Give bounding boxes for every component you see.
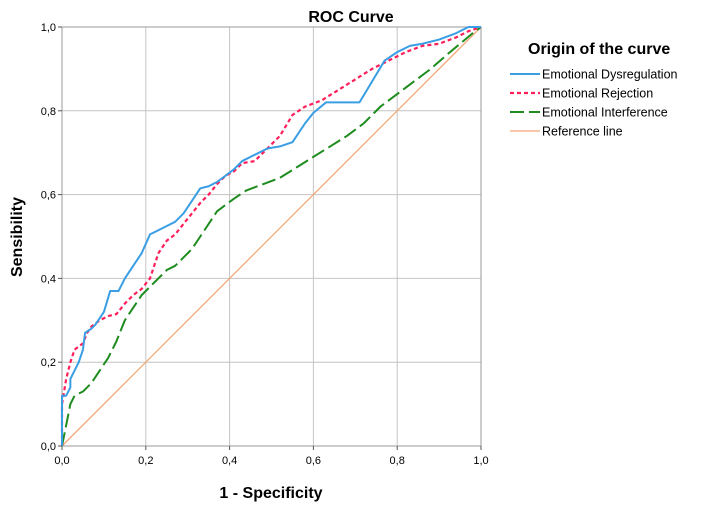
legend-label: Emotional Rejection: [542, 87, 653, 101]
series-line-emotional-rejection: [60, 25, 482, 446]
legend-label: Reference line: [542, 125, 623, 139]
x-tick-label: 0,0: [54, 455, 69, 467]
x-tick-label: 1,0: [473, 455, 488, 467]
y-tick-label: 0,2: [41, 357, 56, 369]
plot-border: [61, 26, 482, 447]
y-tick-label: 0,4: [41, 273, 56, 285]
legend-label: Emotional Dysregulation: [542, 68, 678, 82]
plot-area: [61, 26, 482, 447]
grid: [62, 27, 481, 446]
x-tick-label: 0,8: [390, 455, 405, 467]
legend: Origin of the curve Emotional Dysregulat…: [510, 41, 678, 139]
series-lines: [60, 25, 482, 447]
x-tick-label: 0,4: [222, 455, 237, 467]
y-axis-label: Sensibility: [9, 197, 26, 277]
x-axis-label: 1 - Specificity: [219, 485, 322, 502]
legend-title: Origin of the curve: [528, 41, 670, 58]
series-line-emotional-interference: [61, 26, 482, 447]
x-tick-label: 0,6: [306, 455, 321, 467]
y-tick-label: 0,8: [41, 106, 56, 118]
series-line-emotional-dysregulation: [61, 26, 481, 446]
series-line-reference-line: [61, 26, 482, 447]
chart-title: ROC Curve: [308, 9, 393, 26]
axis-ticks: 0,0 0,2 0,4 0,6 0,8 1,0 0,0 0,2 0,4 0,6 0,8 1,0: [41, 22, 489, 467]
legend-label: Emotional Interference: [542, 106, 668, 120]
y-tick-label: 0,0: [41, 441, 56, 453]
y-tick-label: 1,0: [41, 22, 56, 34]
x-tick-label: 0,2: [138, 455, 153, 467]
y-tick-label: 0,6: [41, 190, 56, 202]
